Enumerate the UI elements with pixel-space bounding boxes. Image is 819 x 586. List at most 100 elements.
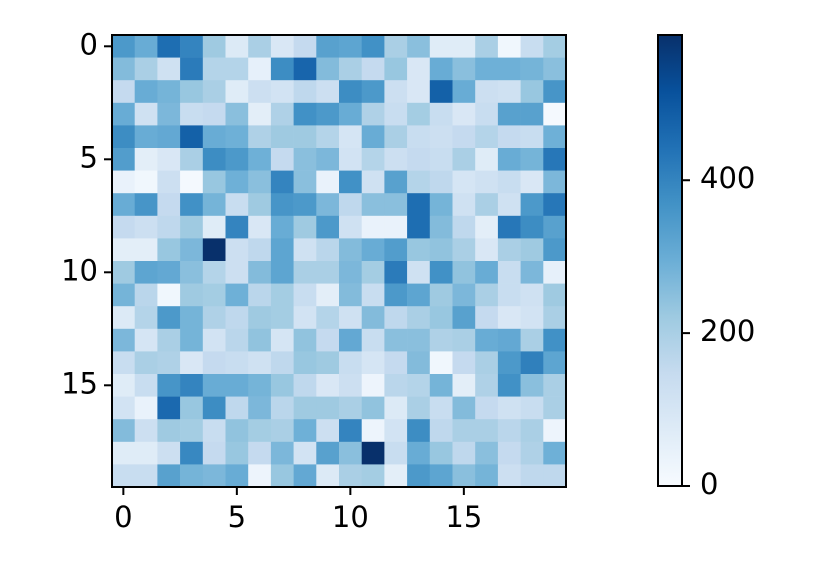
heatmap-cell: [407, 306, 431, 330]
heatmap-cell: [407, 238, 431, 262]
heatmap-cell: [384, 57, 408, 81]
heatmap-cell: [293, 441, 317, 465]
heatmap-cell: [112, 261, 135, 284]
heatmap-cell: [429, 464, 453, 488]
heatmap-cell: [520, 35, 544, 58]
heatmap-cell: [543, 351, 567, 375]
heatmap-cell: [225, 193, 249, 217]
heatmap-cell: [384, 351, 408, 375]
heatmap-cell: [543, 441, 567, 465]
heatmap-cell: [497, 351, 521, 375]
heatmap-cell: [134, 283, 158, 307]
heatmap-cell: [407, 283, 431, 307]
heatmap-cell: [361, 441, 385, 465]
heatmap-cell: [452, 238, 476, 262]
heatmap-cell: [384, 464, 408, 488]
heatmap-cell: [475, 441, 499, 465]
heatmap-cell: [452, 464, 476, 488]
heatmap-cell: [520, 419, 544, 443]
heatmap-cell: [202, 102, 226, 126]
heatmap-cell: [497, 148, 521, 171]
heatmap-cell: [202, 57, 226, 81]
heatmap-cell: [384, 80, 408, 104]
heatmap-cell: [270, 148, 294, 171]
heatmap-cell: [270, 35, 294, 58]
heatmap-cell: [248, 148, 272, 171]
heatmap-cell: [293, 351, 317, 375]
heatmap-cell: [339, 441, 362, 465]
heatmap-cell: [543, 261, 567, 284]
heatmap-cell: [384, 193, 408, 217]
heatmap-cell: [157, 306, 181, 330]
heatmap-cell: [202, 396, 226, 420]
heatmap-cell: [543, 80, 567, 104]
heatmap-cell: [361, 193, 385, 217]
heatmap-cell: [475, 238, 499, 262]
heatmap-cell: [112, 306, 135, 330]
heatmap-cell: [452, 35, 476, 58]
heatmap-cell: [202, 125, 226, 149]
heatmap-cell: [520, 328, 544, 352]
heatmap-cell: [407, 328, 431, 352]
heatmap-cell: [497, 464, 521, 488]
heatmap-cell: [407, 80, 431, 104]
heatmap-cell: [316, 215, 340, 239]
heatmap-cell: [112, 215, 135, 239]
heatmap-cell: [270, 396, 294, 420]
heatmap-cell: [112, 35, 135, 58]
heatmap-cell: [452, 57, 476, 81]
heatmap-cell: [452, 396, 476, 420]
heatmap-cell: [520, 170, 544, 194]
colorbar-tick-label: 0: [700, 467, 718, 501]
heatmap-cell: [225, 441, 249, 465]
heatmap-cell: [361, 261, 385, 284]
heatmap-cell: [270, 215, 294, 239]
heatmap-cell: [429, 261, 453, 284]
heatmap-cell: [316, 351, 340, 375]
heatmap-cell: [270, 306, 294, 330]
heatmap-cell: [157, 464, 181, 488]
x-tick-label: 0: [114, 500, 132, 534]
y-tick-label: 5: [80, 140, 98, 174]
heatmap-cell: [134, 306, 158, 330]
heatmap-cell: [225, 261, 249, 284]
heatmap-cell: [270, 283, 294, 307]
heatmap-cell: [361, 374, 385, 397]
heatmap-cell: [361, 238, 385, 262]
heatmap-cell: [293, 306, 317, 330]
heatmap-cell: [202, 306, 226, 330]
heatmap-cell: [384, 328, 408, 352]
heatmap-cell: [112, 170, 135, 194]
heatmap-cell: [429, 170, 453, 194]
heatmap-cell: [157, 80, 181, 104]
heatmap-cell: [384, 306, 408, 330]
heatmap-cell: [452, 328, 476, 352]
heatmap-cell: [361, 328, 385, 352]
heatmap-cell: [316, 464, 340, 488]
heatmap-cell: [180, 283, 204, 307]
heatmap-cell: [134, 215, 158, 239]
heatmap-cell: [316, 306, 340, 330]
heatmap-cell: [316, 35, 340, 58]
heatmap-cell: [293, 283, 317, 307]
heatmap-cell: [293, 193, 317, 217]
heatmap-cell: [157, 396, 181, 420]
heatmap-cell: [452, 374, 476, 397]
heatmap-cell: [497, 80, 521, 104]
heatmap-cell: [475, 419, 499, 443]
y-tick-label: 0: [80, 27, 98, 61]
heatmap-cell: [270, 374, 294, 397]
heatmap-cell: [497, 419, 521, 443]
heatmap-cell: [475, 261, 499, 284]
heatmap-cell: [475, 215, 499, 239]
heatmap-cell: [497, 193, 521, 217]
heatmap-cell: [316, 419, 340, 443]
heatmap-cell: [429, 328, 453, 352]
heatmap-cell: [520, 125, 544, 149]
heatmap-cell: [270, 351, 294, 375]
heatmap-cell: [225, 148, 249, 171]
heatmap-cell: [134, 35, 158, 58]
heatmap-cell: [316, 441, 340, 465]
heatmap-cell: [112, 464, 135, 488]
heatmap-cell: [225, 396, 249, 420]
